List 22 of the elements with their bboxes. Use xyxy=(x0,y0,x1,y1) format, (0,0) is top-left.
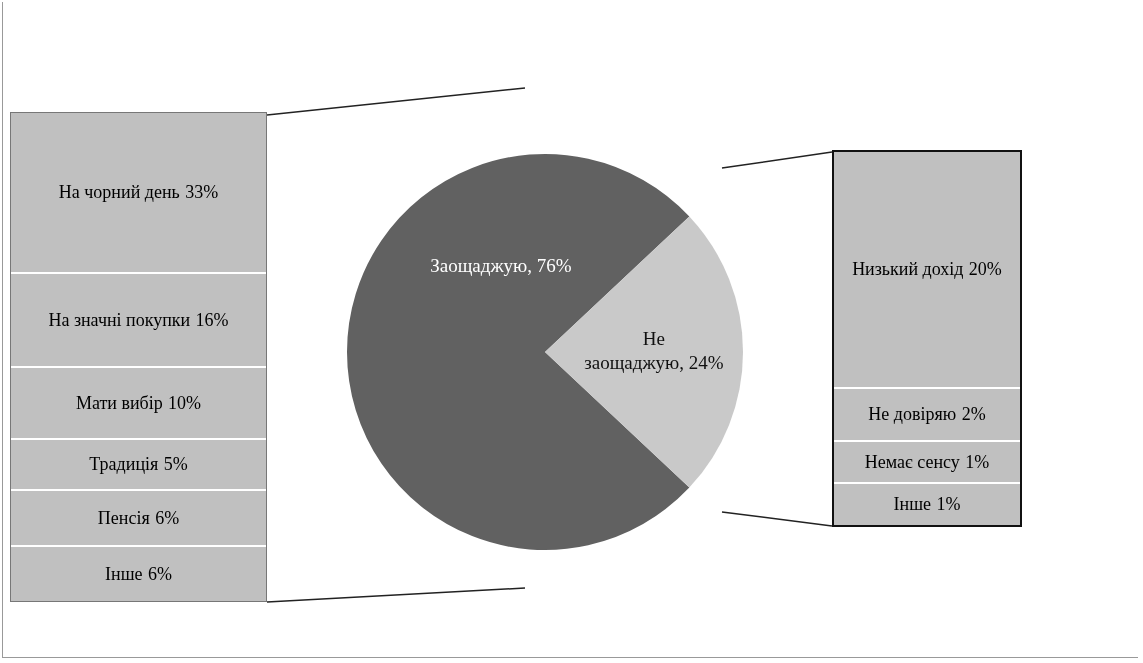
category-label: На значні покупки xyxy=(48,308,191,332)
slice-label: Заощаджую, 76% xyxy=(430,254,572,276)
category-label: Інше xyxy=(105,562,143,586)
category-label: Інше xyxy=(893,493,932,516)
data-label: 1% xyxy=(965,450,990,474)
slice-label: Не заощаджую, 24% xyxy=(584,327,724,373)
category-label: Немає сенсу xyxy=(864,450,960,474)
data-label: 16% xyxy=(195,308,229,332)
data-label: 33% xyxy=(185,181,219,204)
data-label: 10% xyxy=(168,391,202,415)
category-label: Пенсія xyxy=(97,507,150,530)
category-label: Традиція xyxy=(89,453,159,476)
category-label: На чорний день xyxy=(58,181,180,204)
data-label: 1% xyxy=(936,493,961,516)
category-label: Не довіряю xyxy=(868,402,957,426)
data-label: 20% xyxy=(968,258,1002,281)
data-label: 6% xyxy=(147,562,172,586)
data-label: 5% xyxy=(163,453,188,476)
data-label: 2% xyxy=(961,402,986,426)
category-label: Низький дохід xyxy=(852,258,964,281)
data-label: 6% xyxy=(155,507,180,530)
category-label: Мати вибір xyxy=(75,391,163,415)
